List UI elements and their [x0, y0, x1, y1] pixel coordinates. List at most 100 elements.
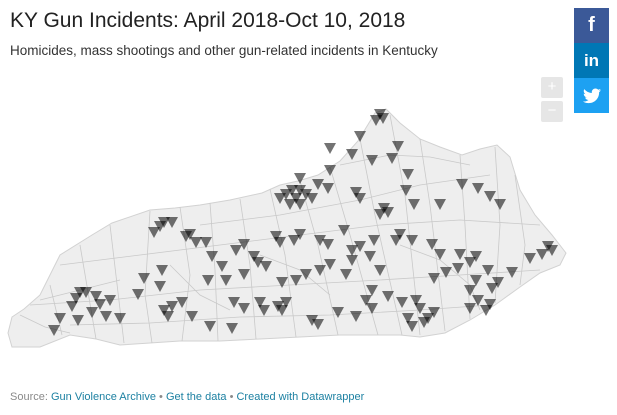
incident-marker[interactable] [406, 235, 418, 246]
incident-marker[interactable] [176, 297, 188, 308]
incident-marker[interactable] [434, 249, 446, 260]
incident-marker[interactable] [324, 143, 336, 154]
incident-marker[interactable] [154, 281, 166, 292]
incident-marker[interactable] [238, 269, 250, 280]
incident-marker[interactable] [290, 193, 302, 204]
incident-marker[interactable] [406, 321, 418, 332]
incident-marker[interactable] [470, 275, 482, 286]
incident-marker[interactable] [382, 207, 394, 218]
incident-marker[interactable] [90, 291, 102, 302]
incident-marker[interactable] [312, 319, 324, 330]
incident-marker[interactable] [204, 321, 216, 332]
incident-marker[interactable] [472, 295, 484, 306]
incident-marker[interactable] [294, 229, 306, 240]
incident-marker[interactable] [486, 283, 498, 294]
incident-marker[interactable] [216, 261, 228, 272]
kentucky-map[interactable] [0, 95, 617, 360]
incident-marker[interactable] [324, 259, 336, 270]
incident-marker[interactable] [280, 189, 292, 200]
incident-marker[interactable] [288, 235, 300, 246]
incident-marker[interactable] [434, 199, 446, 210]
incident-marker[interactable] [248, 251, 260, 262]
linkedin-share-button[interactable]: in [574, 43, 609, 78]
incident-marker[interactable] [464, 285, 476, 296]
incident-marker[interactable] [306, 193, 318, 204]
incident-marker[interactable] [506, 267, 518, 278]
incident-marker[interactable] [238, 239, 250, 250]
incident-marker[interactable] [418, 317, 430, 328]
incident-marker[interactable] [340, 269, 352, 280]
incident-marker[interactable] [300, 189, 312, 200]
incident-marker[interactable] [226, 323, 238, 334]
incident-marker[interactable] [166, 301, 178, 312]
incident-marker[interactable] [428, 307, 440, 318]
incident-marker[interactable] [258, 305, 270, 316]
facebook-share-button[interactable]: f [574, 8, 609, 43]
incident-marker[interactable] [306, 315, 318, 326]
incident-marker[interactable] [104, 295, 116, 306]
incident-marker[interactable] [394, 229, 406, 240]
incident-marker[interactable] [396, 297, 408, 308]
incident-marker[interactable] [312, 179, 324, 190]
incident-marker[interactable] [314, 265, 326, 276]
incident-marker[interactable] [100, 311, 112, 322]
incident-marker[interactable] [546, 245, 558, 256]
incident-marker[interactable] [280, 297, 292, 308]
incident-marker[interactable] [48, 325, 60, 336]
incident-marker[interactable] [374, 265, 386, 276]
incident-marker[interactable] [392, 141, 404, 152]
incident-marker[interactable] [138, 273, 150, 284]
incident-marker[interactable] [132, 289, 144, 300]
incident-marker[interactable] [402, 313, 414, 324]
incident-marker[interactable] [70, 293, 82, 304]
incident-marker[interactable] [324, 165, 336, 176]
incident-marker[interactable] [162, 311, 174, 322]
twitter-share-button[interactable] [574, 78, 609, 113]
incident-marker[interactable] [114, 313, 126, 324]
incident-marker[interactable] [524, 253, 536, 264]
incident-marker[interactable] [186, 311, 198, 322]
zoom-out-button[interactable]: − [541, 101, 563, 122]
incident-marker[interactable] [158, 217, 170, 228]
incident-marker[interactable] [368, 235, 380, 246]
incident-marker[interactable] [148, 227, 160, 238]
incident-marker[interactable] [228, 297, 240, 308]
incident-marker[interactable] [94, 299, 106, 310]
incident-marker[interactable] [494, 199, 506, 210]
incident-marker[interactable] [180, 231, 192, 242]
incident-marker[interactable] [456, 179, 468, 190]
incident-marker[interactable] [286, 185, 298, 196]
incident-marker[interactable] [190, 237, 202, 248]
incident-marker[interactable] [332, 307, 344, 318]
incident-marker[interactable] [158, 305, 170, 316]
incident-marker[interactable] [482, 265, 494, 276]
incident-marker[interactable] [230, 245, 242, 256]
incident-marker[interactable] [454, 249, 466, 260]
incident-marker[interactable] [536, 249, 548, 260]
incident-marker[interactable] [472, 183, 484, 194]
incident-marker[interactable] [464, 257, 476, 268]
incident-marker[interactable] [366, 303, 378, 314]
incident-marker[interactable] [480, 305, 492, 316]
incident-marker[interactable] [408, 199, 420, 210]
incident-marker[interactable] [260, 261, 272, 272]
incident-marker[interactable] [484, 191, 496, 202]
incident-marker[interactable] [206, 251, 218, 262]
incident-marker[interactable] [366, 155, 378, 166]
incident-marker[interactable] [54, 313, 66, 324]
incident-marker[interactable] [484, 299, 496, 310]
incident-marker[interactable] [166, 217, 178, 228]
incident-marker[interactable] [254, 297, 266, 308]
get-data-link[interactable]: Get the data [165, 391, 227, 403]
incident-marker[interactable] [386, 153, 398, 164]
incident-marker[interactable] [354, 193, 366, 204]
incident-marker[interactable] [470, 251, 482, 262]
incident-marker[interactable] [492, 277, 504, 288]
incident-marker[interactable] [366, 285, 378, 296]
incident-marker[interactable] [346, 245, 358, 256]
incident-marker[interactable] [370, 115, 382, 126]
incident-marker[interactable] [238, 303, 250, 314]
datawrapper-credit-link[interactable]: Created with Datawrapper [236, 391, 365, 403]
incident-marker[interactable] [274, 193, 286, 204]
incident-marker[interactable] [400, 185, 412, 196]
